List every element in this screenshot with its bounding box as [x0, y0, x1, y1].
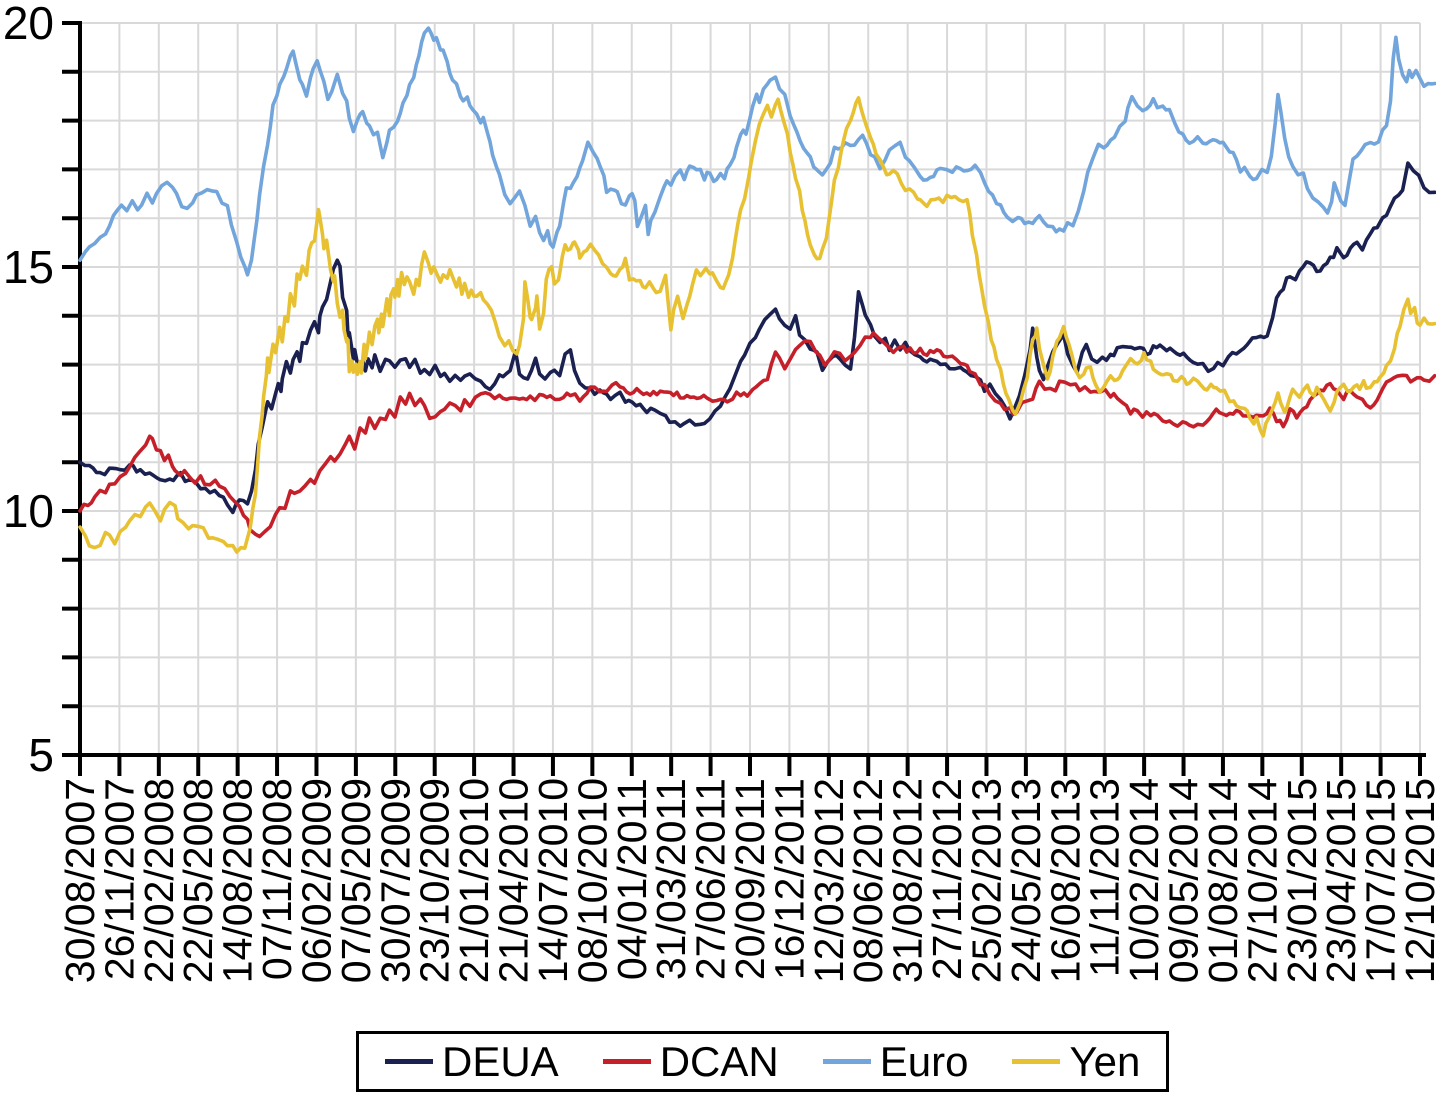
svg-text:01/08/2014: 01/08/2014: [1200, 778, 1246, 983]
series-line-euro: [78, 26, 1436, 277]
svg-text:22/05/2008: 22/05/2008: [175, 778, 221, 983]
svg-text:24/05/2013: 24/05/2013: [1003, 778, 1049, 983]
gridlines: [79, 22, 1421, 755]
legend-line-yen-icon: [1012, 1059, 1061, 1064]
svg-text:14/07/2010: 14/07/2010: [530, 778, 576, 983]
legend: DEUA DCAN Euro Yen: [356, 1031, 1170, 1092]
svg-text:06/02/2009: 06/02/2009: [293, 778, 339, 983]
svg-text:16/12/2011: 16/12/2011: [766, 778, 812, 980]
svg-text:14/08/2008: 14/08/2008: [215, 778, 261, 983]
y-axis-labels: 5 10 15 20: [3, 0, 54, 781]
svg-text:31/03/2011: 31/03/2011: [648, 778, 694, 980]
svg-text:5: 5: [28, 729, 54, 781]
series-line-deua: [78, 161, 1436, 515]
svg-text:30/07/2009: 30/07/2009: [372, 778, 418, 983]
svg-text:25/02/2013: 25/02/2013: [963, 778, 1009, 983]
svg-text:27/11/2012: 27/11/2012: [924, 778, 970, 980]
legend-item-deua: DEUA: [385, 1037, 559, 1085]
svg-text:16/08/2013: 16/08/2013: [1042, 778, 1088, 983]
svg-text:08/06/2012: 08/06/2012: [845, 778, 891, 983]
legend-line-euro-icon: [822, 1059, 871, 1064]
legend-item-yen: Yen: [1012, 1037, 1141, 1085]
svg-text:15: 15: [3, 241, 54, 293]
svg-text:21/01/2010: 21/01/2010: [451, 778, 497, 983]
svg-text:10/02/2014: 10/02/2014: [1121, 778, 1167, 983]
svg-text:26/11/2007: 26/11/2007: [96, 778, 142, 980]
svg-text:31/08/2012: 31/08/2012: [885, 778, 931, 983]
legend-line-dcan-icon: [602, 1059, 651, 1064]
svg-text:07/05/2009: 07/05/2009: [333, 778, 379, 983]
series-line-yen: [78, 96, 1436, 554]
axes: [62, 21, 1426, 776]
legend-label-yen: Yen: [1069, 1037, 1141, 1085]
svg-text:23/01/2015: 23/01/2015: [1279, 778, 1325, 983]
svg-text:20: 20: [3, 0, 54, 49]
svg-text:12/03/2012: 12/03/2012: [806, 778, 852, 983]
svg-text:09/05/2014: 09/05/2014: [1161, 778, 1207, 983]
svg-text:12/10/2015: 12/10/2015: [1397, 778, 1436, 983]
svg-text:22/02/2008: 22/02/2008: [136, 778, 182, 983]
svg-text:07/11/2008: 07/11/2008: [254, 778, 300, 980]
svg-text:23/10/2009: 23/10/2009: [412, 778, 458, 983]
svg-text:11/11/2013: 11/11/2013: [1082, 778, 1128, 977]
svg-text:20/09/2011: 20/09/2011: [727, 778, 773, 980]
svg-text:08/10/2010: 08/10/2010: [569, 778, 615, 983]
legend-label-deua: DEUA: [442, 1037, 559, 1085]
legend-item-euro: Euro: [822, 1037, 969, 1085]
legend-item-dcan: DCAN: [602, 1037, 779, 1085]
svg-text:23/04/2015: 23/04/2015: [1318, 778, 1364, 983]
legend-line-deua-icon: [385, 1059, 433, 1064]
legend-label-euro: Euro: [879, 1037, 969, 1085]
svg-text:10: 10: [3, 485, 54, 537]
svg-text:04/01/2011: 04/01/2011: [609, 778, 655, 980]
x-axis-labels: 30/08/200726/11/200722/02/200822/05/2008…: [57, 778, 1436, 983]
svg-text:17/07/2015: 17/07/2015: [1358, 778, 1404, 983]
legend-label-dcan: DCAN: [659, 1037, 779, 1085]
svg-text:27/10/2014: 27/10/2014: [1239, 778, 1285, 983]
svg-text:27/06/2011: 27/06/2011: [688, 778, 734, 980]
svg-text:30/08/2007: 30/08/2007: [57, 778, 103, 983]
series-line-dcan: [78, 331, 1436, 539]
svg-text:21/04/2010: 21/04/2010: [491, 778, 537, 983]
